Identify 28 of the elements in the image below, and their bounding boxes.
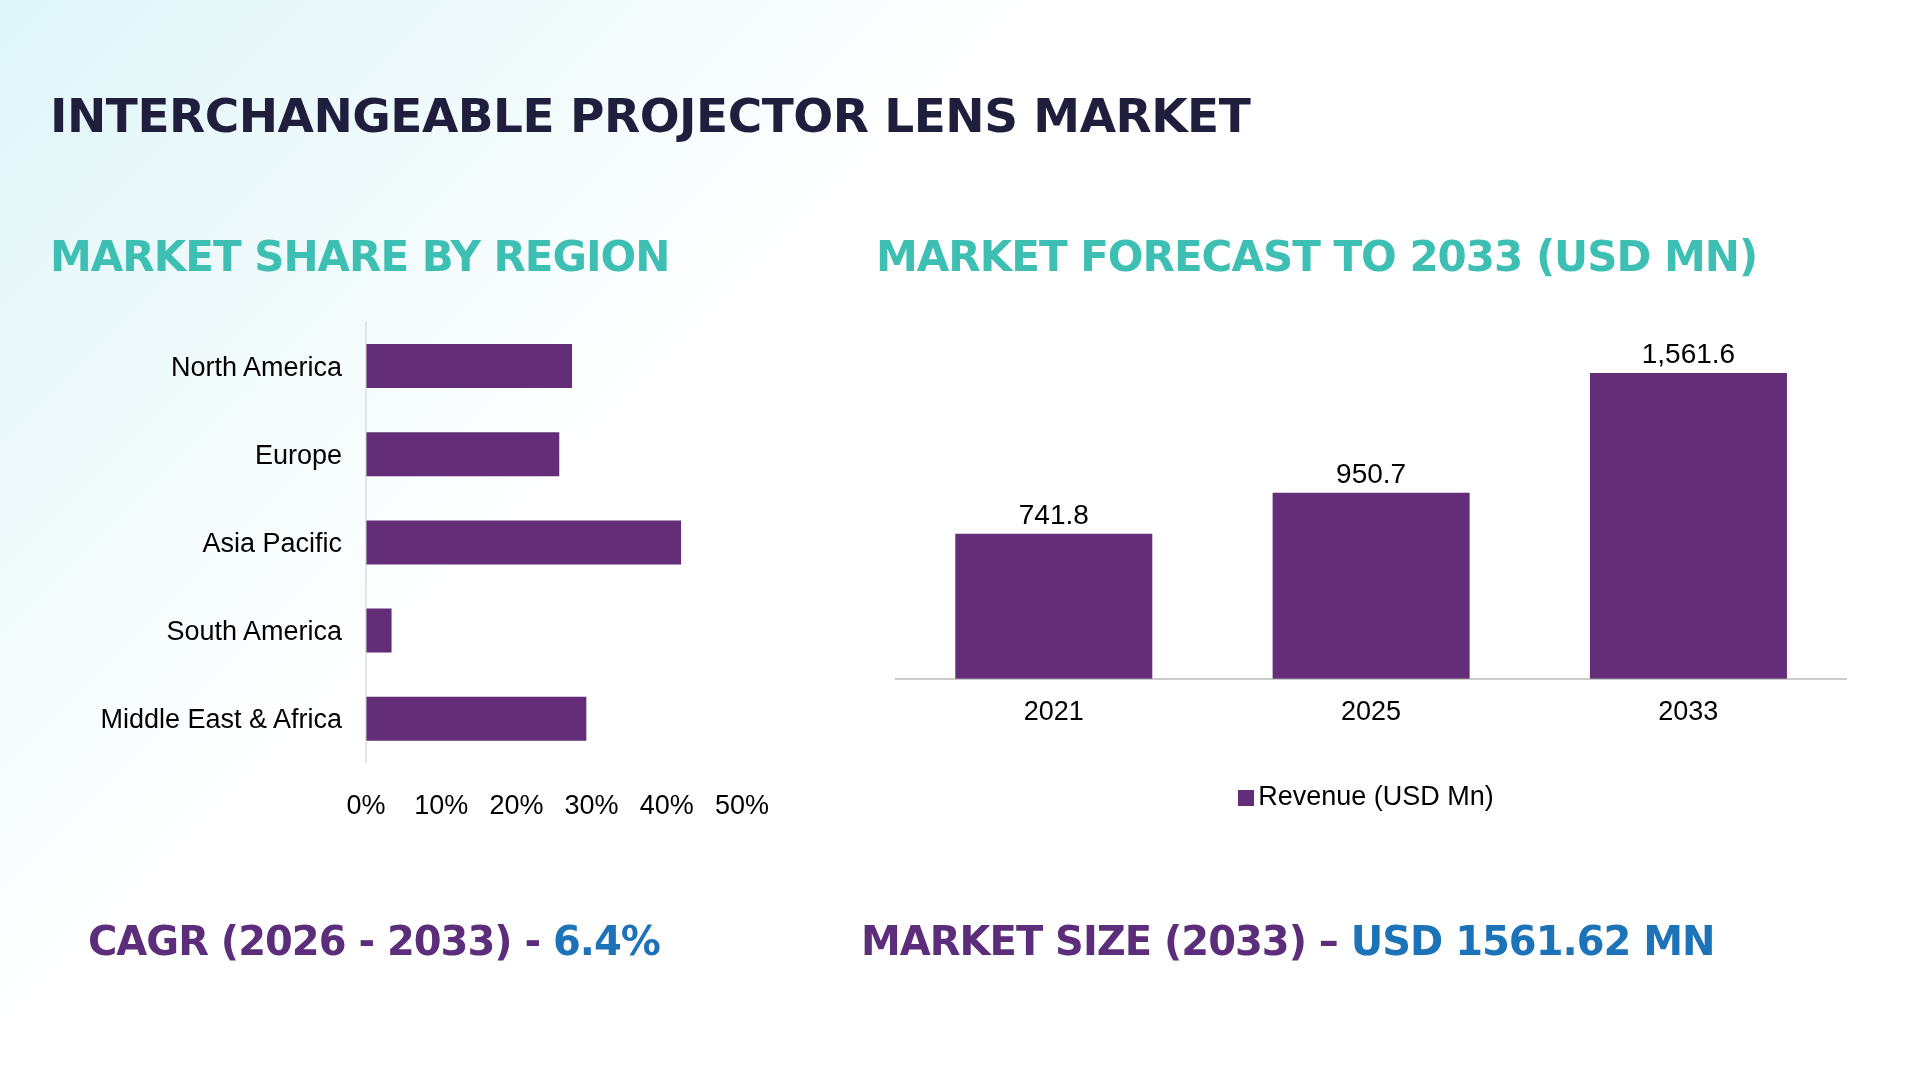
- bar: [366, 432, 560, 477]
- y-tick-label: Asia Pacific: [202, 528, 342, 559]
- x-tick-label: 0%: [346, 790, 386, 821]
- x-tick-label: 2033: [1658, 696, 1719, 727]
- data-label: 741.8: [1018, 498, 1089, 530]
- chart-title: MARKET FORECAST TO 2033 (USD MN): [876, 232, 1758, 281]
- legend-label: Revenue (USD Mn): [1258, 781, 1494, 811]
- bar: [366, 696, 587, 741]
- text: INTERCHANGEABLE PROJECTOR LENS MARKET: [50, 88, 1251, 143]
- bar: [366, 344, 573, 388]
- y-tick-label: Middle East & Africa: [100, 704, 343, 735]
- x-tick-label: 30%: [564, 790, 619, 821]
- bar: [366, 608, 392, 653]
- x-tick-label: 2021: [1023, 696, 1084, 727]
- y-tick-label: North America: [170, 351, 343, 382]
- text: CAGR (2026 - 2033) - 6.4%: [88, 918, 660, 964]
- x-tick-label: 20%: [489, 790, 544, 821]
- data-label: 1,561.6: [1641, 338, 1736, 369]
- y-tick-label: Europe: [254, 439, 342, 470]
- text: MARKET SIZE (2033) – USD 1561.62 MN: [861, 918, 1715, 964]
- chart-title: MARKET SHARE BY REGION: [50, 232, 670, 281]
- x-tick-label: 40%: [639, 790, 694, 821]
- x-tick-label: 50%: [714, 790, 770, 821]
- x-tick-label: 10%: [414, 790, 469, 821]
- y-tick-label: South America: [166, 616, 343, 647]
- x-tick-label: 2025: [1340, 696, 1402, 727]
- data-label: 950.7: [1336, 457, 1407, 489]
- bar: [366, 520, 682, 565]
